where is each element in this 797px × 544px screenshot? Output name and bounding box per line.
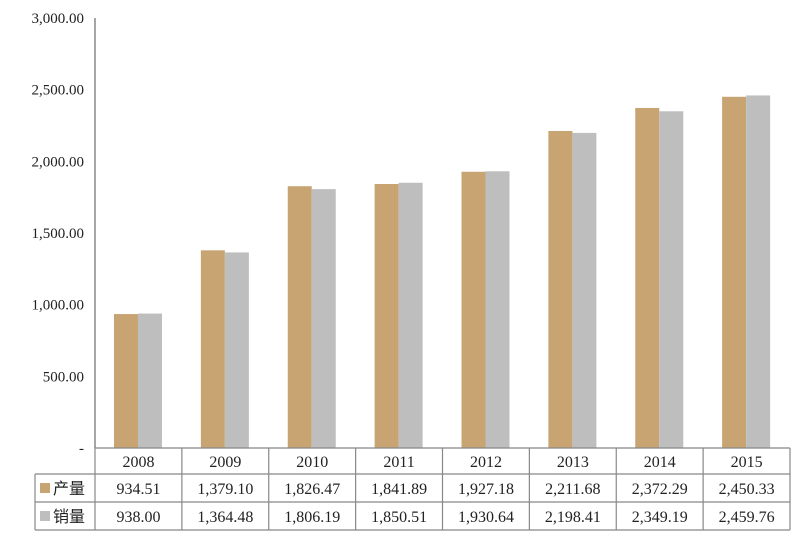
x-category-label: 2011 (383, 454, 414, 471)
legend-label: 销量 (53, 508, 85, 526)
y-tick-label: 1,000.00 (32, 298, 85, 314)
bar-sales (398, 182, 423, 448)
data-table-value: 2,372.29 (632, 481, 688, 498)
bar-production (635, 107, 660, 448)
bar-production (114, 314, 138, 448)
data-table-value: 1,927.18 (458, 481, 514, 498)
legend-swatch (40, 511, 50, 521)
y-tick-label: 2,500.00 (32, 83, 85, 99)
y-tick-label: 500.00 (43, 369, 84, 385)
data-table-value: 1,841.89 (371, 481, 427, 498)
data-table-value: 934.51 (116, 481, 160, 498)
bar-production (461, 171, 486, 448)
data-table-value: 2,211.68 (545, 481, 600, 498)
x-category-label: 2014 (644, 454, 676, 471)
legend-label: 产量 (53, 480, 85, 498)
legend-swatch (40, 483, 50, 493)
x-category-label: 2013 (557, 454, 589, 471)
data-table-value: 2,450.33 (719, 481, 775, 498)
bar-production (722, 96, 747, 448)
bar-sales (485, 171, 510, 448)
y-tick-label: 1,500.00 (32, 226, 85, 242)
bar-sales (224, 252, 249, 448)
x-category-label: 2010 (296, 454, 328, 471)
data-table-value: 1,364.48 (197, 509, 253, 526)
y-tick-label: 2,000.00 (32, 154, 85, 170)
bar-production (287, 186, 312, 448)
x-category-label: 2012 (470, 454, 502, 471)
y-tick-label: 3,000.00 (32, 11, 85, 27)
data-table-value: 1,826.47 (284, 481, 340, 498)
bar-sales (659, 111, 684, 448)
data-table-value: 1,850.51 (371, 509, 427, 526)
bar-sales (311, 189, 336, 448)
bar-production (548, 130, 573, 448)
data-table-value: 938.00 (116, 509, 160, 526)
data-table-value: 2,349.19 (632, 509, 688, 526)
data-table-value: 1,379.10 (197, 481, 253, 498)
data-table-value: 2,459.76 (719, 509, 775, 526)
bar-production (200, 250, 225, 448)
bar-production (374, 183, 399, 448)
data-table-value: 2,198.41 (545, 509, 601, 526)
bar-sales (746, 95, 771, 449)
x-category-label: 2015 (731, 454, 763, 471)
y-tick-label: - (79, 441, 84, 457)
x-category-label: 2009 (209, 454, 241, 471)
data-table-value: 1,806.19 (284, 509, 340, 526)
bar-sales (138, 313, 162, 448)
x-category-label: 2008 (122, 454, 154, 471)
data-table-value: 1,930.64 (458, 509, 514, 526)
bar-sales (572, 132, 597, 448)
